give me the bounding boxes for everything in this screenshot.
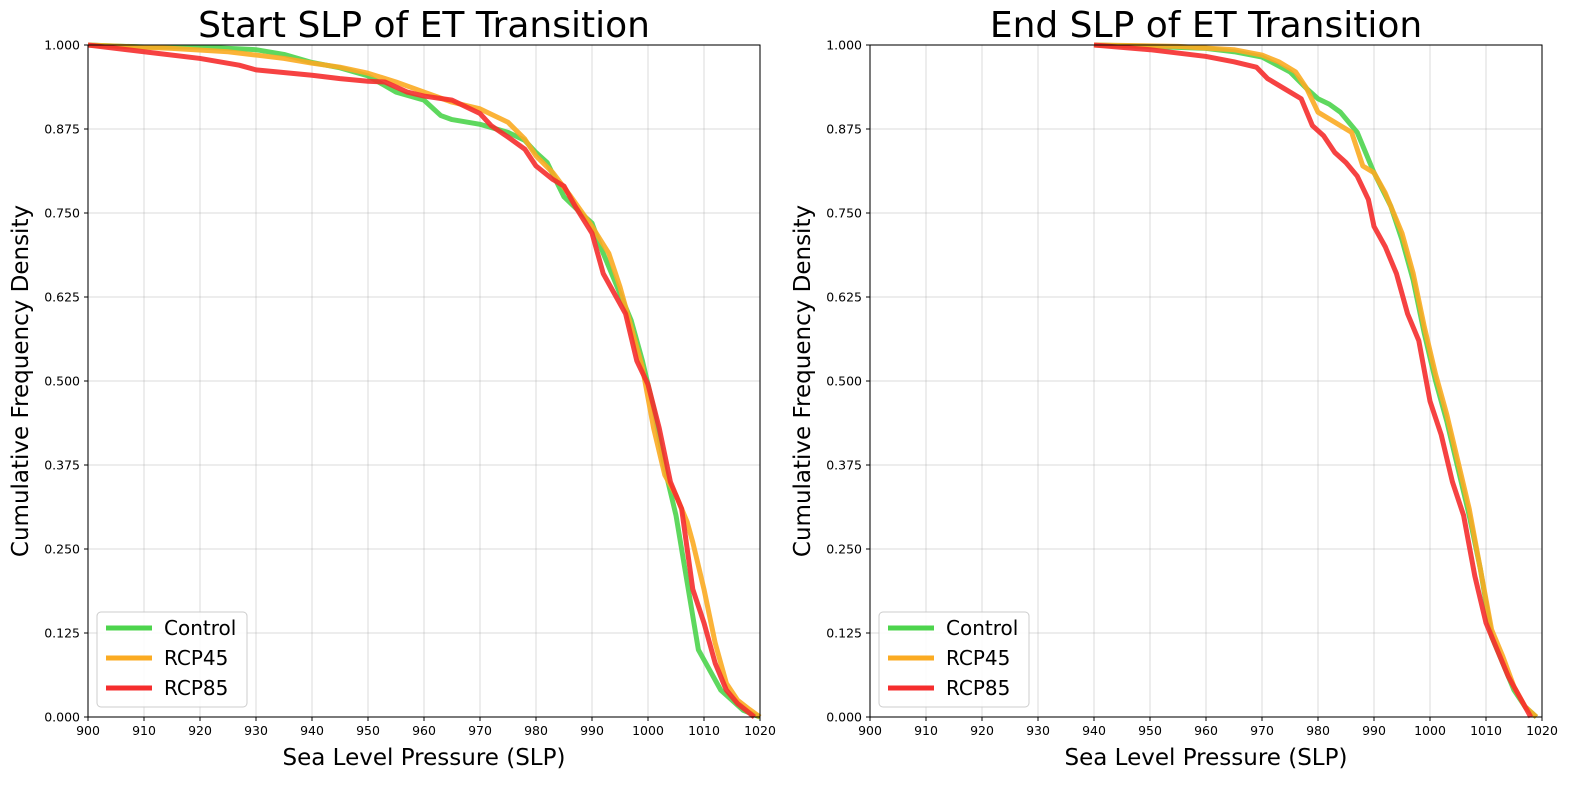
x-tick-label: 910	[132, 723, 156, 738]
x-tick-label: 960	[1194, 723, 1218, 738]
x-tick-label: 920	[970, 723, 994, 738]
y-tick-label: 0.625	[44, 290, 80, 305]
chart-start-slp: 900 910 920 930 940 950 960 970 980 990 1000 1010 10…	[8, 5, 776, 771]
y-tick-label: 1.000	[44, 38, 80, 53]
x-tick-label: 990	[1362, 723, 1386, 738]
legend-label-control: Control	[164, 616, 236, 640]
y-axis-label-end-slp: Cumulative Frequency Density	[790, 205, 816, 557]
x-tick-label: 950	[1138, 723, 1162, 738]
y-tick-label: 0.500	[44, 374, 80, 389]
chart-title-start-slp: Start SLP of ET Transition	[198, 5, 650, 46]
series-line-rcp45	[1093, 42, 1539, 719]
x-tick-label: 1020	[1526, 723, 1558, 738]
y-tick-label: 0.375	[826, 458, 862, 473]
y-tick-label: 0.125	[826, 626, 862, 641]
y-tick-label: 0.250	[44, 542, 80, 557]
x-axis-label-end-slp: Sea Level Pressure (SLP)	[1065, 745, 1348, 771]
y-ticks-end-slp: 0.000 0.125 0.250 0.375 0.500 0.625 0.750 0.875…	[826, 38, 870, 725]
y-axis-label-start-slp: Cumulative Frequency Density	[8, 205, 34, 557]
x-tick-label: 990	[580, 723, 604, 738]
y-tick-label: 0.000	[826, 710, 862, 725]
series-layer-end-slp	[1093, 42, 1539, 719]
x-tick-label: 1010	[1470, 723, 1502, 738]
y-ticks-start-slp: 0.000 0.125 0.250 0.375 0.500 0.625 0.750 0.875…	[44, 38, 88, 725]
x-tick-label: 900	[76, 723, 100, 738]
legend-label-rcp85: RCP85	[164, 676, 228, 700]
y-tick-label: 0.750	[826, 206, 862, 221]
x-tick-label: 930	[244, 723, 268, 738]
x-tick-label: 1000	[1414, 723, 1446, 738]
x-ticks-end-slp: 900 910 920 930 940 950 960 970 980 990 1000 1010 10…	[858, 717, 1558, 738]
chart-title-end-slp: End SLP of ET Transition	[990, 5, 1422, 46]
y-tick-label: 0.750	[44, 206, 80, 221]
y-tick-label: 0.500	[826, 374, 862, 389]
y-tick-label: 0.000	[44, 710, 80, 725]
legend-label-rcp45: RCP45	[164, 646, 228, 670]
x-tick-label: 930	[1026, 723, 1050, 738]
x-tick-label: 900	[858, 723, 882, 738]
series-line-rcp85	[1093, 42, 1533, 719]
y-tick-label: 0.375	[44, 458, 80, 473]
legend-end-slp: Control RCP45 RCP85	[878, 611, 1030, 708]
x-tick-label: 970	[468, 723, 492, 738]
y-tick-label: 0.875	[826, 122, 862, 137]
x-ticks-start-slp: 900 910 920 930 940 950 960 970 980 990 1000 1010 10…	[76, 717, 776, 738]
x-tick-label: 970	[1250, 723, 1274, 738]
legend-label-rcp85: RCP85	[946, 676, 1010, 700]
legend-label-rcp45: RCP45	[946, 646, 1010, 670]
y-tick-label: 0.250	[826, 542, 862, 557]
x-tick-label: 940	[300, 723, 324, 738]
x-tick-label: 1000	[632, 723, 664, 738]
legend-box-start-slp	[96, 611, 248, 708]
x-tick-label: 950	[356, 723, 380, 738]
x-tick-label: 940	[1082, 723, 1106, 738]
x-tick-label: 1010	[688, 723, 720, 738]
y-tick-label: 1.000	[826, 38, 862, 53]
series-layer-start-slp	[87, 42, 762, 720]
series-line-rcp85	[87, 42, 756, 719]
x-tick-label: 980	[1306, 723, 1330, 738]
legend-start-slp: Control RCP45 RCP85	[96, 611, 248, 708]
x-tick-label: 910	[914, 723, 938, 738]
legend-box-end-slp	[878, 611, 1030, 708]
x-tick-label: 1020	[744, 723, 776, 738]
legend-label-control: Control	[946, 616, 1018, 640]
y-tick-label: 0.625	[826, 290, 862, 305]
x-tick-label: 960	[412, 723, 436, 738]
x-axis-label-start-slp: Sea Level Pressure (SLP)	[283, 745, 566, 771]
x-tick-label: 980	[524, 723, 548, 738]
y-tick-label: 0.125	[44, 626, 80, 641]
x-tick-label: 920	[188, 723, 212, 738]
y-tick-label: 0.875	[44, 122, 80, 137]
chart-end-slp: 900 910 920 930 940 950 960 970 980 990 1000 1010 10…	[790, 5, 1558, 771]
